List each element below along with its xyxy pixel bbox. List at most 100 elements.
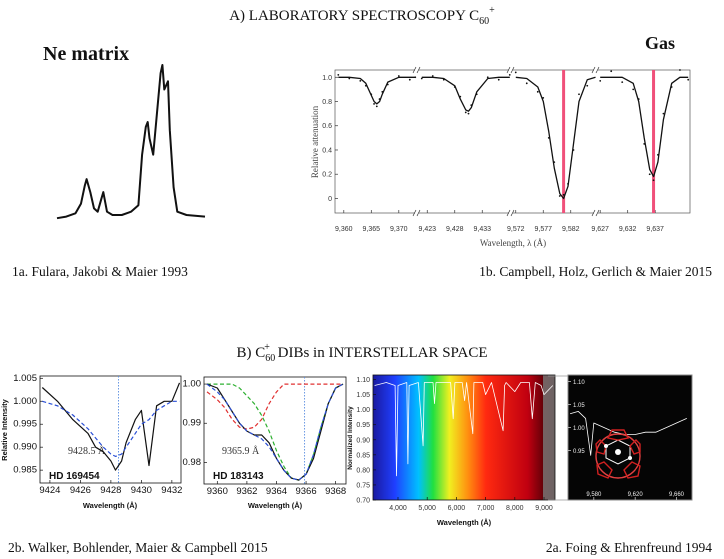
y-tick-label: 1.05 bbox=[573, 403, 585, 409]
section-b-heading: B) C60+ DIBs in INTERSTELLAR SPACE bbox=[236, 342, 487, 364]
axis-break bbox=[506, 209, 515, 217]
annotation: 9428.5 Å bbox=[68, 445, 106, 457]
data-point bbox=[525, 82, 528, 85]
axis-break-gap bbox=[594, 68, 598, 72]
y-tick-label: 0.95 bbox=[356, 422, 370, 429]
data-point bbox=[621, 81, 624, 84]
spectrum-line bbox=[374, 382, 554, 477]
x-tick-label: 9364 bbox=[266, 486, 287, 497]
plot-frame bbox=[39, 375, 182, 484]
axis-break-gap bbox=[594, 211, 598, 215]
x-tick-label: 9360 bbox=[207, 486, 228, 497]
x-tick-label: 9432 bbox=[161, 485, 182, 496]
x-tick-label: 9366 bbox=[295, 486, 316, 497]
heading-sup: + bbox=[264, 342, 270, 353]
data-point bbox=[652, 179, 655, 182]
data-point bbox=[486, 76, 489, 79]
y-axis-label: Relative Intensity bbox=[0, 398, 9, 461]
caption: 1a. Fulara, Jakobi & Maier 1993 bbox=[12, 264, 188, 279]
annotation: 9365.9 Å bbox=[222, 445, 260, 457]
spectrum-line bbox=[338, 76, 416, 105]
axis-break bbox=[591, 209, 600, 217]
x-axis-label: Wavelength (Å) bbox=[83, 501, 138, 510]
axis-break bbox=[506, 66, 515, 74]
x-tick-label: 9368 bbox=[325, 486, 346, 497]
data-point bbox=[359, 80, 362, 82]
annotation: HD 183143 bbox=[213, 471, 264, 482]
plot-frame bbox=[372, 374, 556, 501]
spectrum-line bbox=[515, 76, 596, 200]
x-tick-label: 9,620 bbox=[628, 492, 644, 498]
spectrum-line bbox=[206, 383, 343, 430]
data-point bbox=[558, 195, 561, 197]
x-axis-label: Wavelength, λ (Å) bbox=[480, 238, 546, 248]
data-point bbox=[610, 70, 613, 73]
data-point bbox=[508, 73, 511, 76]
data-point bbox=[586, 84, 589, 87]
spectrum-line bbox=[600, 76, 689, 178]
y-axis-label: Normalized Intensity bbox=[347, 406, 354, 470]
spectrum-line bbox=[206, 383, 344, 481]
x-tick-label: 8,000 bbox=[506, 505, 524, 512]
axis-break bbox=[412, 66, 421, 74]
x-tick-label: 9,423 bbox=[418, 226, 436, 233]
data-point bbox=[562, 193, 565, 196]
y-tick-label: 1.00 bbox=[183, 379, 202, 390]
data-point bbox=[467, 112, 470, 115]
data-point bbox=[514, 71, 517, 74]
x-tick-label: 9362 bbox=[236, 486, 257, 497]
heading-sup: + bbox=[489, 5, 495, 16]
spectrum-line bbox=[569, 411, 687, 456]
heading-text: A) LABORATORY SPECTROSCOPY C bbox=[229, 8, 479, 24]
y-tick-label: 0.4 bbox=[322, 147, 332, 154]
y-tick-label: 1.10 bbox=[356, 377, 370, 384]
y-tick-label: 0.995 bbox=[13, 419, 37, 430]
plot-frame bbox=[334, 69, 691, 214]
annotation: HD 169454 bbox=[49, 471, 100, 482]
x-tick-label: 7,000 bbox=[477, 505, 495, 512]
heading-text: DIBs in INTERSTELLAR SPACE bbox=[274, 345, 488, 361]
data-point bbox=[497, 78, 500, 81]
caption: 1b. Campbell, Holz, Gerlich & Maier 2015 bbox=[479, 264, 712, 279]
y-tick-label: 0.75 bbox=[356, 482, 370, 489]
x-tick-label: 9,433 bbox=[473, 226, 491, 233]
axis-break-gap bbox=[509, 211, 513, 215]
y-tick-label: 0.985 bbox=[13, 465, 37, 476]
data-point bbox=[397, 75, 400, 77]
axis-break-gap bbox=[509, 68, 513, 72]
x-axis-label: Wavelength (Å) bbox=[437, 518, 492, 527]
data-point bbox=[431, 75, 434, 77]
data-point bbox=[375, 105, 378, 108]
y-tick-label: 1.05 bbox=[356, 392, 370, 399]
x-tick-label: 9424 bbox=[39, 485, 60, 496]
y-tick-label: 1.000 bbox=[13, 396, 37, 407]
x-tick-label: 4,000 bbox=[389, 505, 407, 512]
y-tick-label: 1.0 bbox=[322, 75, 332, 82]
axis-break bbox=[412, 209, 421, 217]
plot-frame bbox=[203, 376, 347, 485]
data-point bbox=[662, 112, 665, 115]
plots: 0 0.2 0.4 0.6 0.8 1.0 9,360 9,365 9,370 9,423 9,42… bbox=[13, 64, 693, 512]
y-tick-label: 0.6 bbox=[322, 123, 332, 130]
x-tick-label: 5,000 bbox=[418, 505, 436, 512]
x-tick-label: 9,580 bbox=[586, 492, 602, 498]
x-axis-label: Wavelength (Å) bbox=[248, 501, 303, 510]
x-tick-label: 9,370 bbox=[390, 226, 408, 233]
heading-sub: 60 bbox=[265, 353, 275, 364]
x-tick-label: 9,637 bbox=[646, 226, 664, 233]
spectrum-line bbox=[41, 382, 181, 471]
spectrum-line bbox=[207, 383, 344, 481]
y-tick-label: 0.8 bbox=[322, 99, 332, 106]
heading-text: B) C bbox=[236, 345, 265, 361]
spectrum-line bbox=[42, 400, 180, 457]
data-point bbox=[408, 78, 411, 81]
data-point bbox=[536, 90, 539, 93]
y-tick-label: 1.00 bbox=[573, 426, 585, 432]
x-tick-label: 9,660 bbox=[669, 492, 685, 498]
data-point bbox=[420, 77, 423, 80]
x-tick-label: 9,572 bbox=[507, 226, 525, 233]
x-tick-label: 9,428 bbox=[446, 226, 464, 233]
data-point bbox=[632, 88, 635, 91]
x-tick-label: 6,000 bbox=[448, 505, 466, 512]
data-point bbox=[337, 73, 340, 76]
